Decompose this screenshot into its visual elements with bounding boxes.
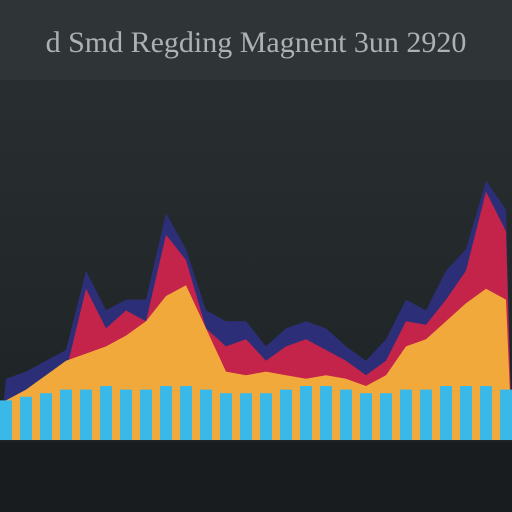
bar [480, 386, 492, 440]
bar [60, 389, 72, 440]
bar [80, 389, 92, 440]
bar [440, 386, 452, 440]
bar [420, 389, 432, 440]
bar [380, 393, 392, 440]
bar [320, 386, 332, 440]
bar [240, 393, 252, 440]
footer-band [0, 442, 512, 512]
bar [20, 396, 32, 440]
bar [160, 386, 172, 440]
bar [280, 389, 292, 440]
bar [340, 389, 352, 440]
bar [460, 386, 472, 440]
bar [220, 393, 232, 440]
bar [500, 389, 512, 440]
bar [300, 386, 312, 440]
bar [0, 400, 12, 440]
chart-title: d Smd Regding Magnent 3un 2920 [46, 26, 467, 59]
bar [120, 389, 132, 440]
bar [180, 386, 192, 440]
bar [40, 393, 52, 440]
bar [260, 393, 272, 440]
bar [400, 389, 412, 440]
bar [100, 386, 112, 440]
bar [360, 393, 372, 440]
bar [140, 389, 152, 440]
header-band [0, 0, 512, 80]
plot-area [0, 180, 512, 441]
bar [200, 389, 212, 440]
